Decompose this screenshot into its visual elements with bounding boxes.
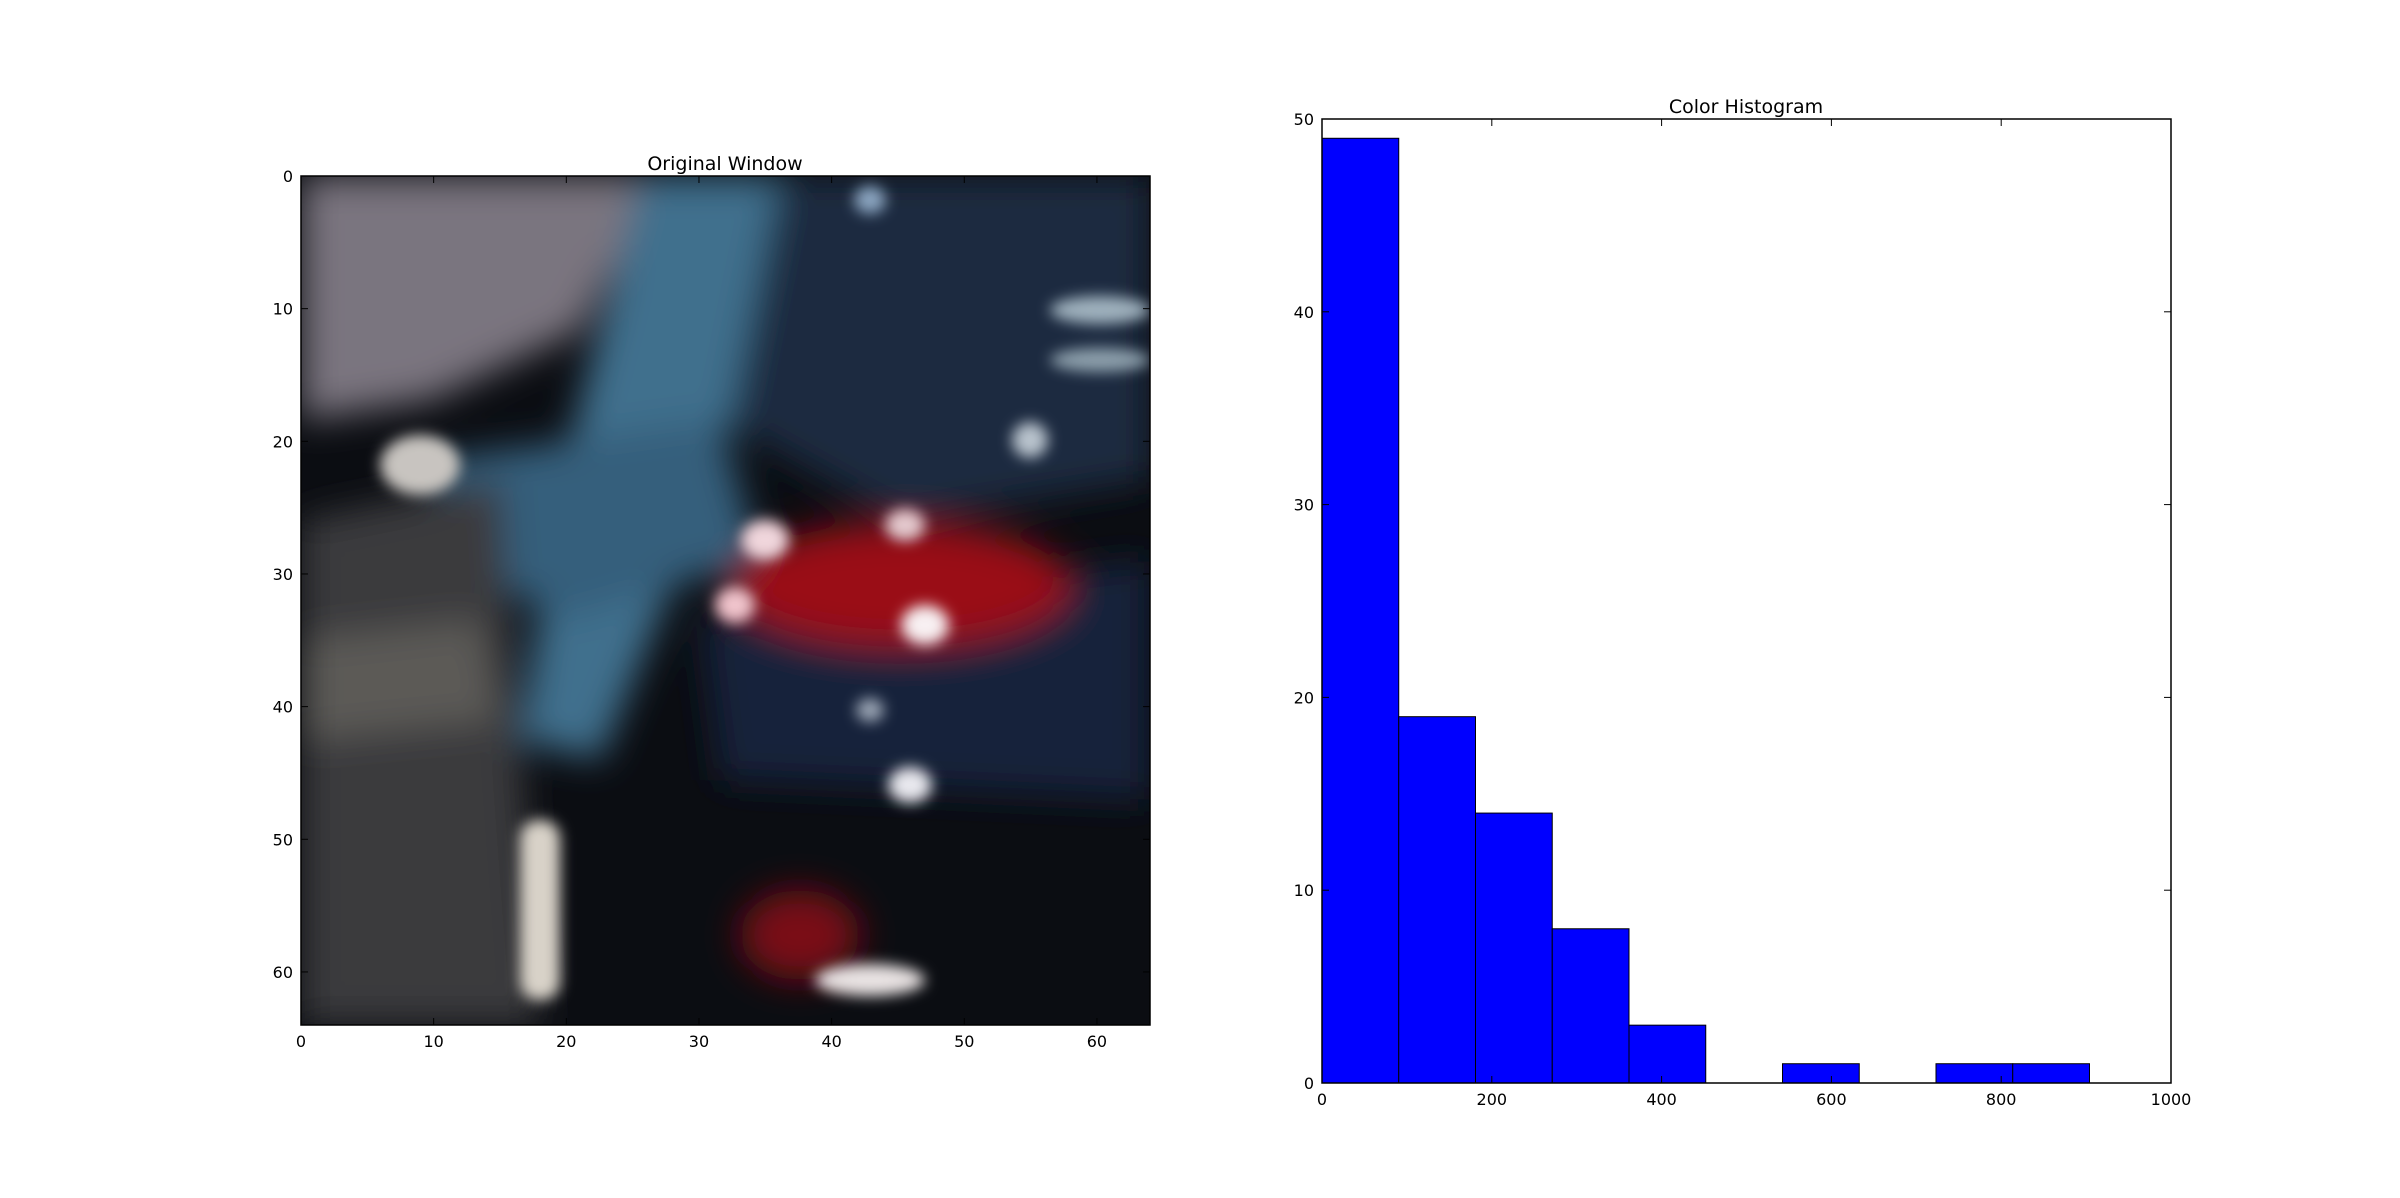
histogram-y-tick-label: 20 bbox=[1294, 688, 1314, 707]
histogram-title: Color Histogram bbox=[1669, 96, 1823, 118]
image-x-tick-label: 0 bbox=[296, 1032, 306, 1051]
histogram-x-axis: 0 200 400 600 800 1000 bbox=[1317, 119, 2191, 1109]
histogram-x-tick-label: 800 bbox=[1986, 1090, 2017, 1109]
image-x-tick-label: 20 bbox=[556, 1032, 576, 1051]
histogram-bar bbox=[1321, 137, 1400, 1084]
image-x-tick-label: 10 bbox=[423, 1032, 443, 1051]
histogram-bar bbox=[1781, 1063, 1860, 1084]
histogram-bar bbox=[1474, 812, 1553, 1084]
image-frame bbox=[300, 175, 1151, 1026]
image-y-tick-label: 30 bbox=[273, 565, 293, 584]
histogram-y-tick-label: 0 bbox=[1304, 1074, 1314, 1093]
histogram-y-tick-label: 30 bbox=[1294, 496, 1314, 515]
histogram-x-tick-label: 600 bbox=[1816, 1090, 1847, 1109]
histogram-y-tick-label: 50 bbox=[1294, 110, 1314, 129]
image-x-tick-label: 50 bbox=[954, 1032, 974, 1051]
image-y-tick-label: 0 bbox=[283, 167, 293, 186]
histogram-y-axis: 0 10 20 30 40 50 bbox=[1294, 110, 2171, 1093]
original-window-title: Original Window bbox=[647, 153, 802, 175]
image-y-tick-label: 10 bbox=[273, 300, 293, 319]
image-y-tick-label: 20 bbox=[273, 432, 293, 451]
image-x-tick-label: 60 bbox=[1087, 1032, 1107, 1051]
image-x-axis: 0 10 20 30 40 50 60 bbox=[296, 176, 1107, 1051]
histogram-bar bbox=[1551, 928, 1630, 1084]
histogram-panel: Color Histogram 0 200 400 600 800 1000 0 10 20 3… bbox=[1294, 96, 2192, 1109]
histogram-y-tick-label: 10 bbox=[1294, 881, 1314, 900]
histogram-bars bbox=[1321, 137, 2090, 1084]
histogram-bar bbox=[1398, 716, 1476, 1084]
image-y-tick-label: 60 bbox=[273, 963, 293, 982]
image-y-tick-label: 50 bbox=[273, 830, 293, 849]
histogram-x-tick-label: 400 bbox=[1646, 1090, 1677, 1109]
histogram-bar bbox=[1628, 1024, 1707, 1084]
image-y-axis: 0 10 20 30 40 50 60 bbox=[273, 167, 1150, 982]
image-y-tick-label: 40 bbox=[273, 698, 293, 717]
histogram-x-tick-label: 0 bbox=[1317, 1090, 1327, 1109]
histogram-frame bbox=[1321, 118, 2172, 1084]
histogram-x-tick-label: 1000 bbox=[2151, 1090, 2192, 1109]
image-x-tick-label: 30 bbox=[689, 1032, 709, 1051]
histogram-bar bbox=[2012, 1063, 2090, 1084]
histogram-y-tick-label: 40 bbox=[1294, 303, 1314, 322]
car-image bbox=[301, 176, 1150, 1025]
image-x-tick-label: 40 bbox=[821, 1032, 841, 1051]
histogram-x-tick-label: 200 bbox=[1477, 1090, 1508, 1109]
original-window-panel: Original Window bbox=[273, 153, 1151, 1051]
